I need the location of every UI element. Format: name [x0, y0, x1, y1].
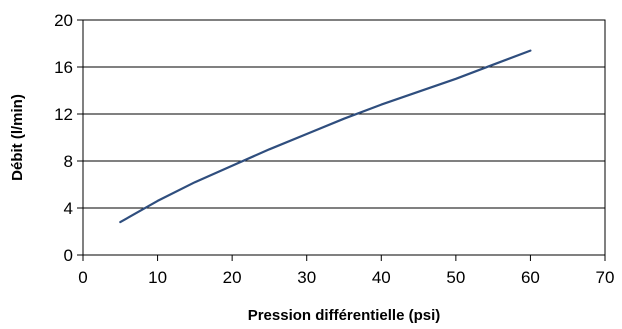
- y-tick-label: 0: [64, 246, 73, 265]
- x-tick-label: 10: [148, 268, 167, 287]
- x-tick-label: 50: [446, 268, 465, 287]
- y-axis-ticks: 0 4 8 12 16 20: [54, 11, 83, 265]
- y-tick-label: 12: [54, 105, 73, 124]
- x-tick-label: 30: [297, 268, 316, 287]
- x-tick-label: 60: [521, 268, 540, 287]
- series-group: [119, 49, 532, 224]
- y-tick-label: 20: [54, 11, 73, 30]
- series-line: [119, 49, 532, 224]
- y-tick-label: 8: [64, 152, 73, 171]
- x-tick-label: 70: [596, 268, 615, 287]
- y-tick-label: 4: [64, 199, 73, 218]
- x-tick-label: 0: [78, 268, 87, 287]
- gridlines: [83, 66, 605, 209]
- y-axis-label: Débit (l/min): [9, 94, 26, 181]
- y-tick-label: 16: [54, 58, 73, 77]
- x-axis-label: Pression différentielle (psi): [248, 307, 441, 324]
- x-axis-ticks: 0 10 20 30 40 50 60 70: [78, 255, 614, 287]
- x-tick-label: 20: [223, 268, 242, 287]
- plot-area-border: [82, 19, 606, 256]
- x-tick-label: 40: [372, 268, 391, 287]
